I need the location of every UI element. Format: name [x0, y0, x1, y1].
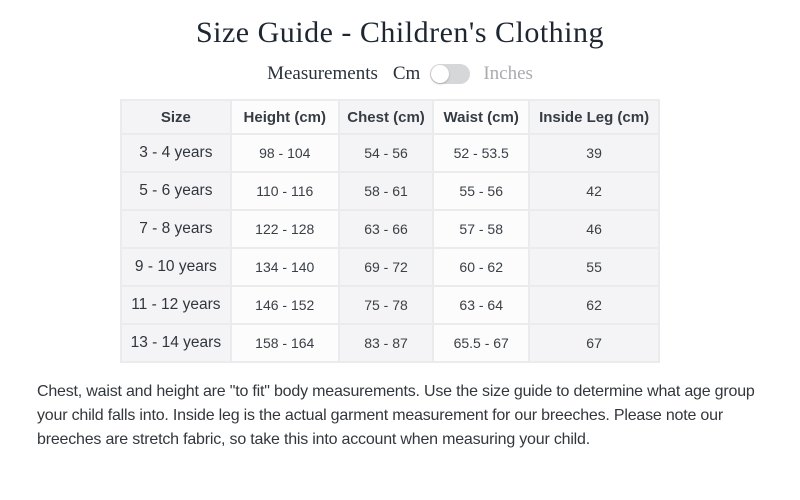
size-guide-page: Size Guide - Children's Clothing Measure… — [0, 16, 800, 500]
value-cell: 69 - 72 — [339, 249, 433, 285]
column-header: Inside Leg (cm) — [530, 101, 658, 133]
value-cell: 54 - 56 — [339, 135, 433, 171]
value-cell: 58 - 61 — [339, 173, 433, 209]
table-row: 13 - 14 years 158 - 164 83 - 87 65.5 - 67 67 — [122, 325, 658, 361]
size-cell: 7 - 8 years — [122, 211, 230, 247]
value-cell: 122 - 128 — [231, 211, 338, 247]
value-cell: 52 - 53.5 — [434, 135, 529, 171]
value-cell: 60 - 62 — [434, 249, 529, 285]
table-row: 7 - 8 years 122 - 128 63 - 66 57 - 58 46 — [122, 211, 658, 247]
page-title: Size Guide - Children's Clothing — [195, 16, 605, 49]
unit-toggle-switch[interactable] — [430, 64, 471, 84]
column-header: Size — [122, 101, 230, 133]
value-cell: 146 - 152 — [231, 287, 338, 323]
toggle-knob-icon — [431, 65, 450, 83]
column-header: Chest (cm) — [339, 101, 433, 133]
size-cell: 9 - 10 years — [122, 249, 230, 285]
size-cell: 5 - 6 years — [122, 173, 230, 209]
value-cell: 158 - 164 — [231, 325, 338, 361]
value-cell: 83 - 87 — [339, 325, 433, 361]
size-cell: 11 - 12 years — [122, 287, 230, 323]
value-cell: 65.5 - 67 — [434, 325, 529, 361]
value-cell: 134 - 140 — [231, 249, 338, 285]
measurements-bar: Measurements Cm Inches — [0, 63, 800, 85]
size-cell: 13 - 14 years — [122, 325, 230, 361]
unit-inches-label: Inches — [483, 63, 533, 84]
value-cell: 98 - 104 — [231, 135, 338, 171]
unit-cm-label: Cm — [392, 63, 421, 84]
value-cell: 39 — [530, 135, 658, 171]
value-cell: 75 - 78 — [339, 287, 433, 323]
value-cell: 42 — [530, 173, 658, 209]
footer-note: Chest, waist and height are "to fit" bod… — [37, 383, 755, 448]
value-cell: 46 — [530, 211, 658, 247]
value-cell: 55 — [530, 249, 658, 285]
table-row: 5 - 6 years 110 - 116 58 - 61 55 - 56 42 — [122, 173, 658, 209]
value-cell: 63 - 64 — [434, 287, 529, 323]
value-cell: 57 - 58 — [434, 211, 529, 247]
value-cell: 67 — [530, 325, 658, 361]
value-cell: 62 — [530, 287, 658, 323]
size-table: Size Height (cm) Chest (cm) Waist (cm) Insid… — [120, 99, 660, 363]
column-header: Height (cm) — [231, 101, 338, 133]
table-row: 11 - 12 years 146 - 152 75 - 78 63 - 64 62 — [122, 287, 658, 323]
value-cell: 55 - 56 — [434, 173, 529, 209]
table-row: 9 - 10 years 134 - 140 69 - 72 60 - 62 55 — [122, 249, 658, 285]
value-cell: 63 - 66 — [339, 211, 433, 247]
measurements-label: Measurements — [267, 63, 378, 84]
table-row: 3 - 4 years 98 - 104 54 - 56 52 - 53.5 39 — [122, 135, 658, 171]
table-header-row: Size Height (cm) Chest (cm) Waist (cm) Insid… — [122, 101, 658, 133]
size-cell: 3 - 4 years — [122, 135, 230, 171]
value-cell: 110 - 116 — [231, 173, 338, 209]
column-header: Waist (cm) — [434, 101, 529, 133]
